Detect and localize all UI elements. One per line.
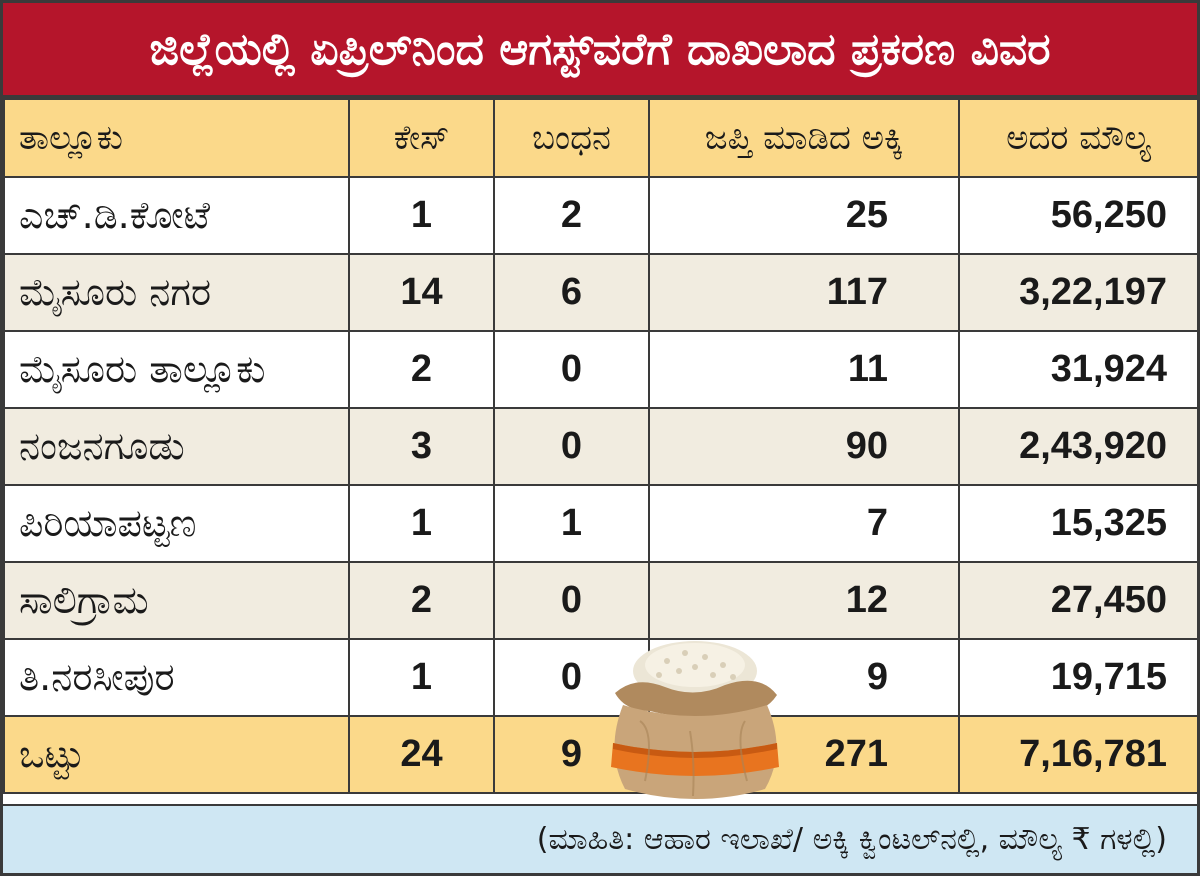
- header-taluk: ತಾಲ್ಲೂಕು: [3, 98, 350, 178]
- table-row: ಮೈಸೂರು ತಾಲ್ಲೂಕು 2 0 11 31,924: [3, 330, 1199, 409]
- arrests-cell: 6: [493, 253, 650, 332]
- rice-cell: 7: [648, 484, 960, 563]
- case-details-table: ತಾಲ್ಲೂಕು ಕೇಸ್ ಬಂಧನ ಜಪ್ತಿ ಮಾಡಿದ ಅಕ್ಕಿ ಅದರ…: [3, 98, 1199, 794]
- value-cell: 27,450: [958, 561, 1199, 640]
- cases-cell: 14: [348, 253, 495, 332]
- table-row: ಎಚ್.ಡಿ.ಕೋಟೆ 1 2 25 56,250: [3, 176, 1199, 255]
- arrests-cell: 0: [493, 638, 650, 717]
- table-row: ಪಿರಿಯಾಪಟ್ಟಣ 1 1 7 15,325: [3, 484, 1199, 563]
- taluk-cell: ಸಾಲಿಗ್ರಾಮ: [3, 561, 350, 640]
- table-row: ತಿ.ನರಸೀಪುರ 1 0 9 19,715: [3, 638, 1199, 717]
- rice-cell: 12: [648, 561, 960, 640]
- rice-cell: 9: [648, 638, 960, 717]
- total-cases-cell: 24: [348, 715, 495, 794]
- total-arrests-cell: 9: [493, 715, 650, 794]
- table-header-row: ತಾಲ್ಲೂಕು ಕೇಸ್ ಬಂಧನ ಜಪ್ತಿ ಮಾಡಿದ ಅಕ್ಕಿ ಅದರ…: [3, 98, 1199, 178]
- table-row: ನಂಜನಗೂಡು 3 0 90 2,43,920: [3, 407, 1199, 486]
- rice-cell: 25: [648, 176, 960, 255]
- header-arrests: ಬಂಧನ: [493, 98, 650, 178]
- taluk-cell: ಪಿರಿಯಾಪಟ್ಟಣ: [3, 484, 350, 563]
- cases-cell: 2: [348, 561, 495, 640]
- cases-cell: 1: [348, 638, 495, 717]
- taluk-cell: ನಂಜನಗೂಡು: [3, 407, 350, 486]
- arrests-cell: 1: [493, 484, 650, 563]
- value-cell: 2,43,920: [958, 407, 1199, 486]
- header-cases: ಕೇಸ್: [348, 98, 495, 178]
- total-row: ಒಟ್ಟು 24 9 271 7,16,781: [3, 715, 1199, 794]
- total-label-cell: ಒಟ್ಟು: [3, 715, 350, 794]
- taluk-cell: ತಿ.ನರಸೀಪುರ: [3, 638, 350, 717]
- value-cell: 15,325: [958, 484, 1199, 563]
- arrests-cell: 2: [493, 176, 650, 255]
- rice-cell: 90: [648, 407, 960, 486]
- arrests-cell: 0: [493, 407, 650, 486]
- source-note: (ಮಾಹಿತಿ: ಆಹಾರ ಇಲಾಖೆ/ ಅಕ್ಕಿ ಕ್ವಿಂಟಲ್‌ನಲ್ಲ…: [3, 804, 1197, 873]
- taluk-cell: ಮೈಸೂರು ತಾಲ್ಲೂಕು: [3, 330, 350, 409]
- arrests-cell: 0: [493, 330, 650, 409]
- value-cell: 19,715: [958, 638, 1199, 717]
- rice-cell: 117: [648, 253, 960, 332]
- value-cell: 56,250: [958, 176, 1199, 255]
- cases-cell: 2: [348, 330, 495, 409]
- value-cell: 31,924: [958, 330, 1199, 409]
- rice-cell: 11: [648, 330, 960, 409]
- taluk-cell: ಮೈಸೂರು ನಗರ: [3, 253, 350, 332]
- cases-cell: 1: [348, 176, 495, 255]
- table-row: ಮೈಸೂರು ನಗರ 14 6 117 3,22,197: [3, 253, 1199, 332]
- arrests-cell: 0: [493, 561, 650, 640]
- total-rice-cell: 271: [648, 715, 960, 794]
- header-seized-rice: ಜಪ್ತಿ ಮಾಡಿದ ಅಕ್ಕಿ: [648, 98, 960, 178]
- header-value: ಅದರ ಮೌಲ್ಯ: [958, 98, 1199, 178]
- cases-cell: 1: [348, 484, 495, 563]
- page-title: ಜಿಲ್ಲೆಯಲ್ಲಿ ಏಪ್ರಿಲ್‌ನಿಂದ ಆಗಸ್ಟ್‌ವರೆಗೆ ದಾ…: [3, 3, 1197, 98]
- taluk-cell: ಎಚ್.ಡಿ.ಕೋಟೆ: [3, 176, 350, 255]
- value-cell: 3,22,197: [958, 253, 1199, 332]
- cases-cell: 3: [348, 407, 495, 486]
- table-row: ಸಾಲಿಗ್ರಾಮ 2 0 12 27,450: [3, 561, 1199, 640]
- total-value-cell: 7,16,781: [958, 715, 1199, 794]
